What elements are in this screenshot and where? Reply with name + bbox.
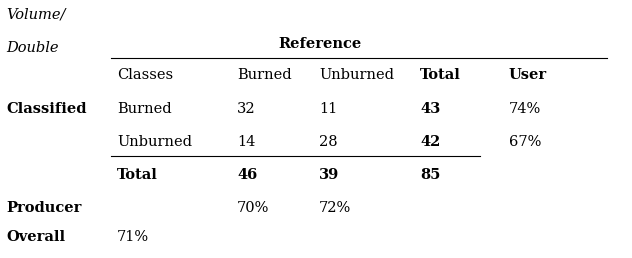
- Text: Total: Total: [420, 68, 461, 82]
- Text: Burned: Burned: [117, 102, 171, 116]
- Text: 67%: 67%: [509, 135, 541, 149]
- Text: 85: 85: [420, 168, 441, 182]
- Text: Producer: Producer: [6, 201, 82, 215]
- Text: Burned: Burned: [237, 68, 291, 82]
- Text: 43: 43: [420, 102, 441, 116]
- Text: 14: 14: [237, 135, 255, 149]
- Text: Overall: Overall: [6, 230, 66, 244]
- Text: Total: Total: [117, 168, 158, 182]
- Text: User: User: [509, 68, 547, 82]
- Text: 72%: 72%: [319, 201, 351, 215]
- Text: 42: 42: [420, 135, 441, 149]
- Text: 39: 39: [319, 168, 339, 182]
- Text: 32: 32: [237, 102, 255, 116]
- Text: Reference: Reference: [278, 37, 362, 51]
- Text: Classified: Classified: [6, 102, 87, 116]
- Text: 70%: 70%: [237, 201, 269, 215]
- Text: 74%: 74%: [509, 102, 541, 116]
- Text: 11: 11: [319, 102, 337, 116]
- Text: Volume/: Volume/: [6, 8, 66, 22]
- Text: Unburned: Unburned: [117, 135, 192, 149]
- Text: 46: 46: [237, 168, 257, 182]
- Text: 28: 28: [319, 135, 337, 149]
- Text: Double: Double: [6, 41, 59, 55]
- Text: Unburned: Unburned: [319, 68, 394, 82]
- Text: Classes: Classes: [117, 68, 173, 82]
- Text: 71%: 71%: [117, 230, 149, 244]
